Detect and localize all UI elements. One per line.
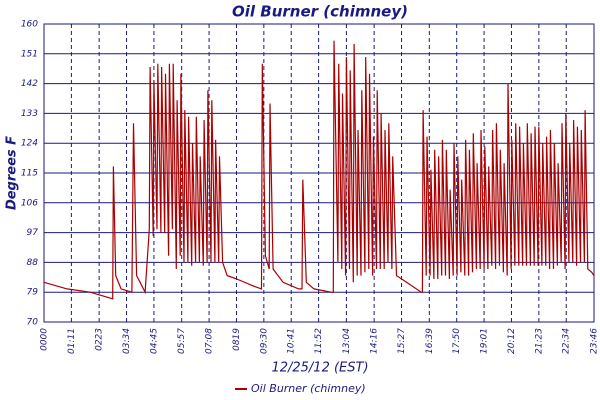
x-tick-label: 10:41 <box>287 328 297 354</box>
x-tick-label: 22:34 <box>562 328 572 354</box>
x-tick-label: 05:57 <box>177 328 187 354</box>
y-tick-label: 151 <box>21 49 38 59</box>
x-tick-label: 09:30 <box>259 328 269 354</box>
y-tick-label: 88 <box>27 258 39 268</box>
x-tick-label: 03:34 <box>122 328 132 354</box>
x-tick-label: 11:52 <box>314 328 324 354</box>
x-tick-label: 16:39 <box>425 328 435 354</box>
x-tick-label: 07:08 <box>205 328 215 354</box>
x-tick-label: 04:45 <box>149 328 159 354</box>
x-tick-label: 01:11 <box>67 328 77 354</box>
x-tick-label: 0819 <box>232 328 242 351</box>
x-tick-label: 15:27 <box>397 328 407 354</box>
x-tick-label: 0000 <box>40 328 50 351</box>
y-tick-label: 79 <box>27 288 39 298</box>
x-tick-label: 14:16 <box>370 328 380 354</box>
x-tick-label: 21:23 <box>534 328 544 354</box>
y-tick-label: 106 <box>21 198 38 208</box>
x-tick-label: 20:12 <box>507 328 517 354</box>
y-tick-label: 142 <box>21 79 38 89</box>
x-tick-label: 0223 <box>95 328 105 351</box>
x-tick-label: 13:04 <box>342 328 352 354</box>
y-tick-label: 70 <box>27 318 39 328</box>
y-tick-label: 160 <box>21 20 38 30</box>
chart-title: Oil Burner (chimney) <box>232 3 408 21</box>
legend-label: Oil Burner (chimney) <box>251 382 366 395</box>
y-tick-label: 133 <box>21 109 38 119</box>
x-tick-label: 17:50 <box>452 328 462 354</box>
x-axis-label: 12/25/12 (EST) <box>271 361 368 376</box>
y-axis-label: Degrees F <box>5 136 20 210</box>
x-tick-label: 23:46 <box>590 328 600 354</box>
y-tick-label: 97 <box>27 228 39 238</box>
y-tick-label: 124 <box>21 139 38 149</box>
x-tick-label: 19:01 <box>480 328 490 354</box>
plot-border <box>43 23 595 323</box>
data-line <box>43 40 595 300</box>
y-tick-label: 115 <box>21 169 38 179</box>
